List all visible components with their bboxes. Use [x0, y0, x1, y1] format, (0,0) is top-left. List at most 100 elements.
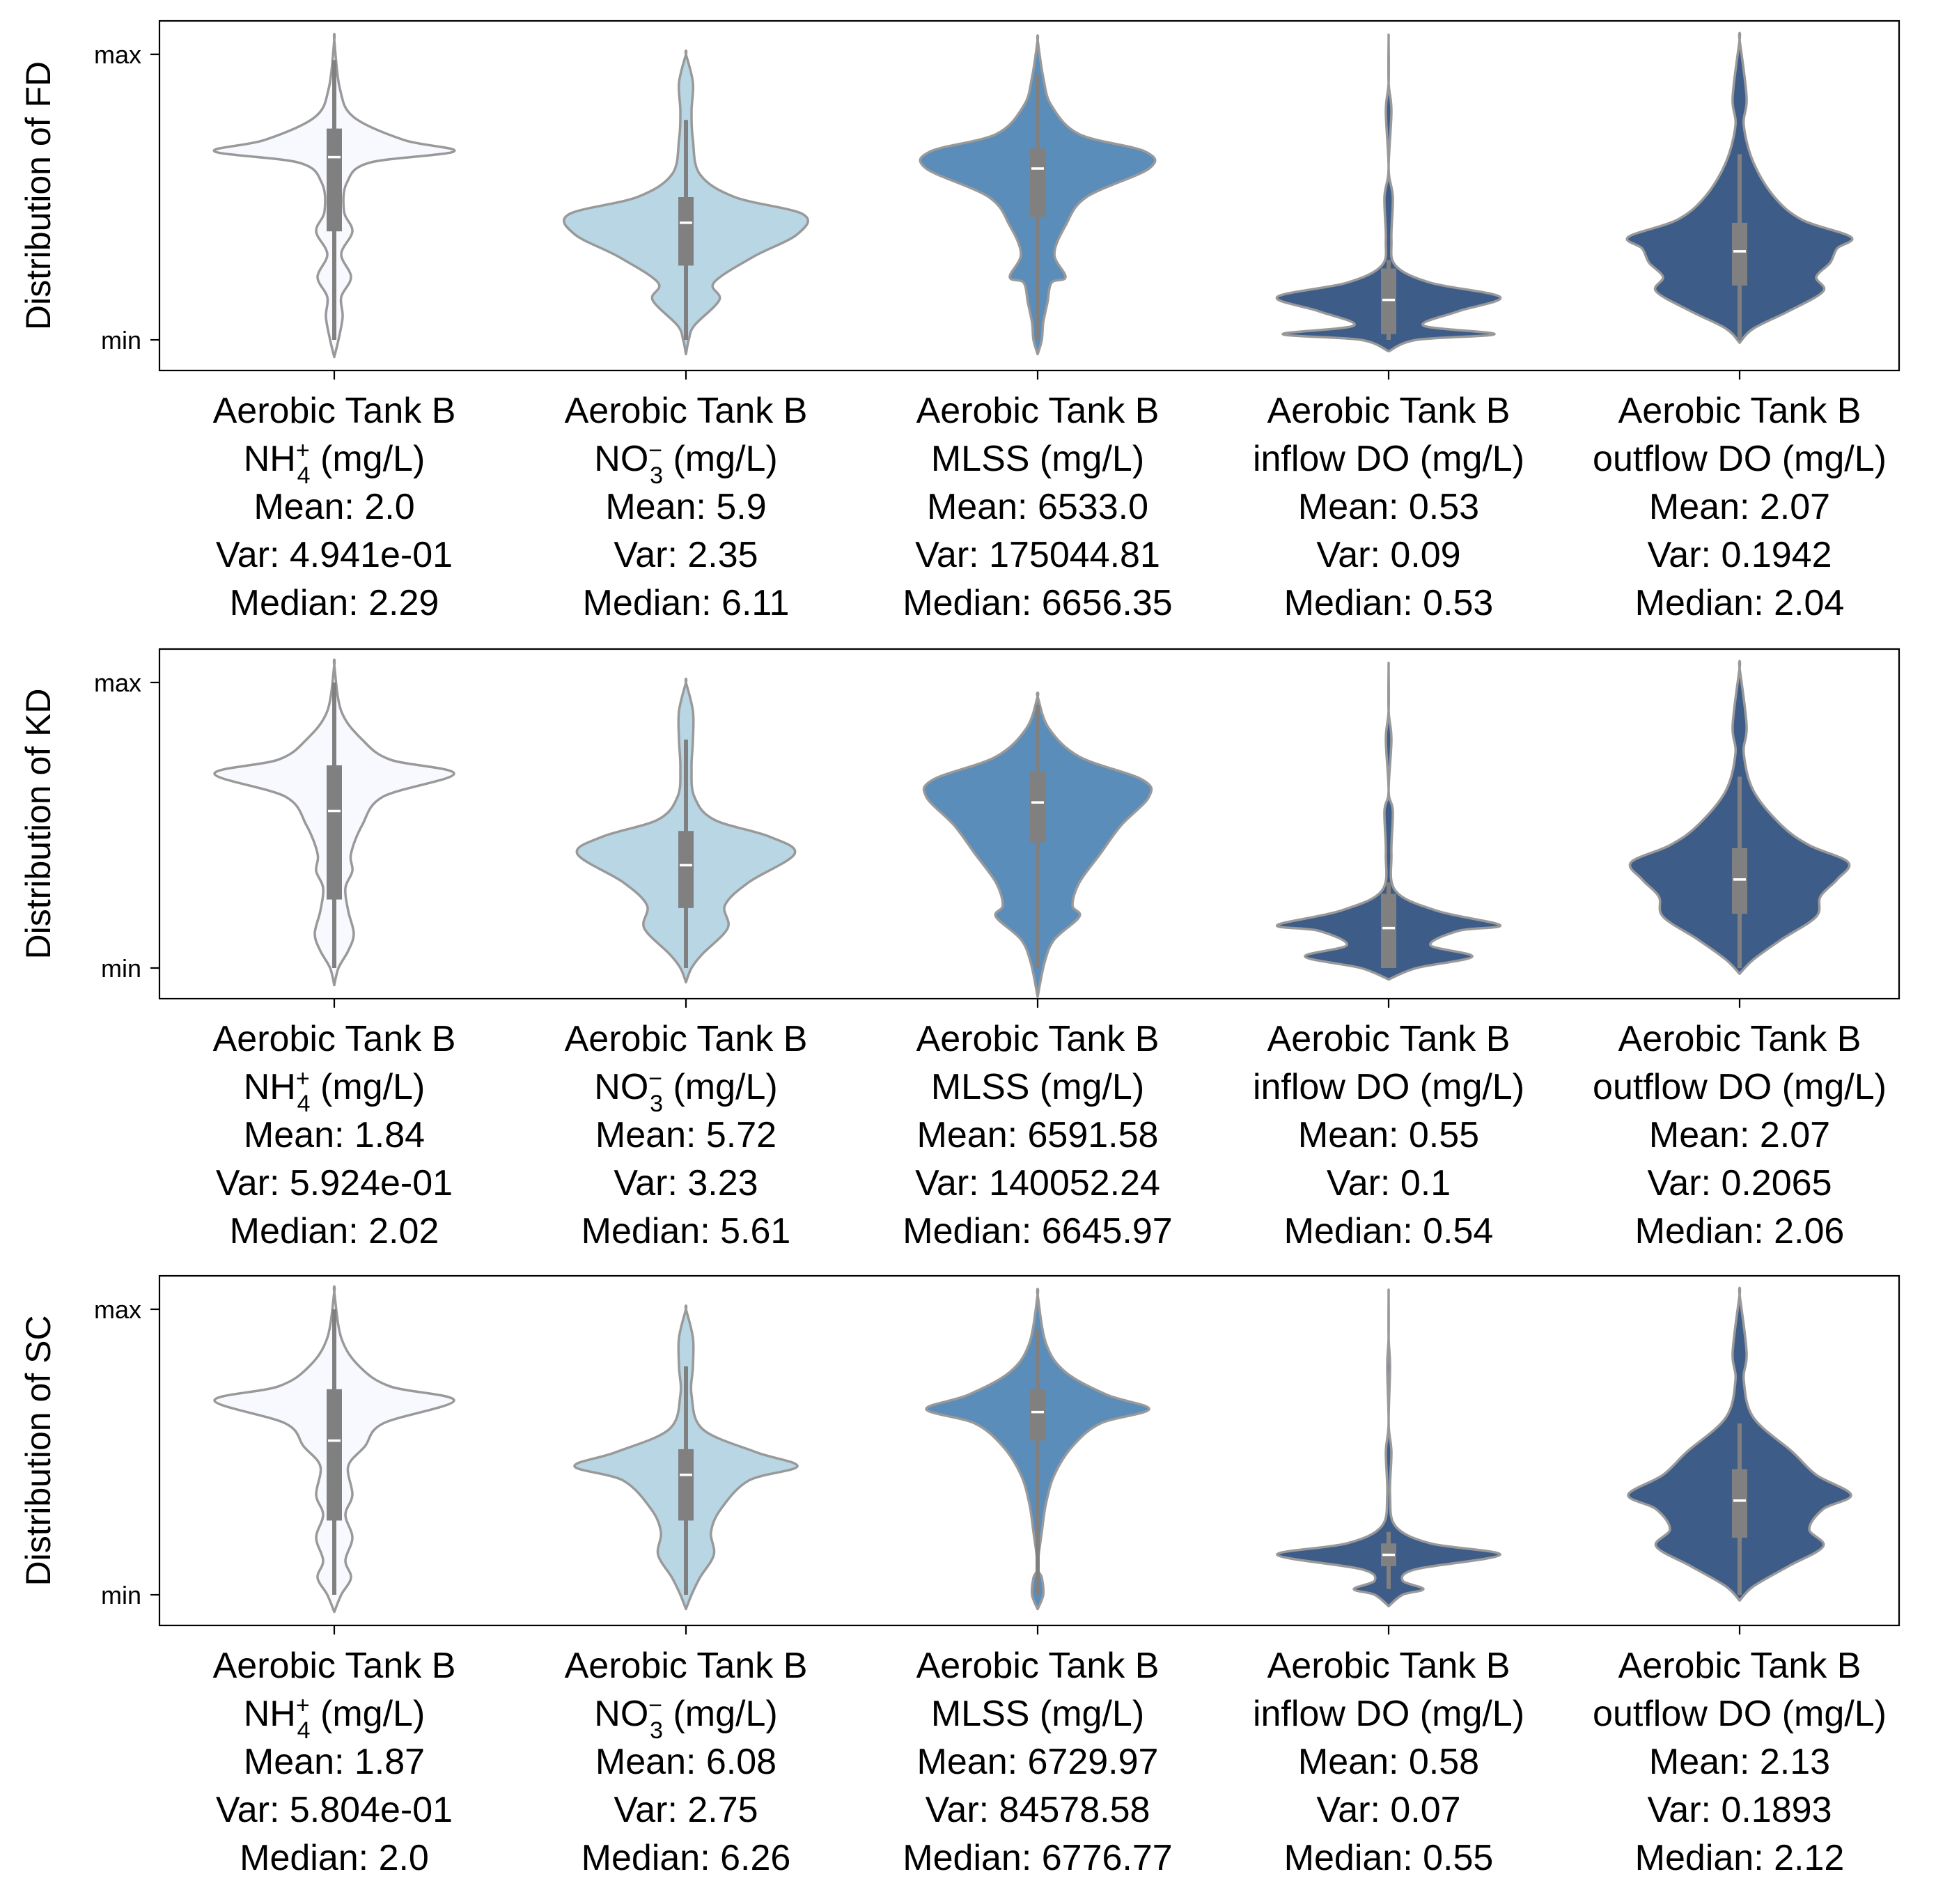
iqr-box	[1030, 1389, 1045, 1441]
iqr-box	[1381, 894, 1396, 968]
variance-text: Var: 0.1942	[1647, 535, 1832, 575]
mean-text: Mean: 0.55	[1298, 1115, 1479, 1155]
category-variable: MLSS (mg/L)	[931, 1694, 1144, 1734]
y-tick-label-min: min	[101, 1581, 141, 1609]
median-text: Median: 6645.97	[903, 1211, 1172, 1251]
y-axis-label: Distribution of SC	[19, 1315, 58, 1586]
violin-3: Aerobic Tank B MLSS (mg/L) Mean: 6533.0 Var…	[903, 34, 1173, 623]
category-title: Aerobic Tank B	[916, 1646, 1160, 1686]
category-label: Aerobic Tank B MLSS (mg/L) Mean: 6729.97 Va…	[903, 1646, 1172, 1878]
category-title: Aerobic Tank B	[213, 391, 456, 431]
category-label: Aerobic Tank B NH+ 4 (mg/L) Mean: 1.87 Var: …	[213, 1646, 456, 1878]
mean-text: Mean: 5.72	[595, 1115, 776, 1155]
variance-text: Var: 0.09	[1316, 535, 1460, 575]
median-text: Median: 6776.77	[903, 1838, 1172, 1878]
axes-frame	[158, 648, 1900, 1000]
violin-5: Aerobic Tank B outflow DO (mg/L) Mean: 2.0…	[1593, 660, 1887, 1251]
violin-3: Aerobic Tank B MLSS (mg/L) Mean: 6591.58 Va…	[903, 692, 1173, 1251]
median-text: Median: 2.02	[230, 1211, 439, 1251]
mean-text: Mean: 2.13	[1649, 1742, 1830, 1782]
violin-1: Aerobic Tank B NH+ 4 (mg/L) Mean: 1.87 Var: …	[213, 1285, 456, 1878]
median-text: Median: 2.0	[240, 1838, 429, 1878]
panel-3: max min Distribution of SC Aerobic Tank B NH…	[19, 1274, 1900, 1878]
violin-1: Aerobic Tank B NH+ 4 (mg/L) Mean: 1.84 Var: …	[213, 658, 455, 1251]
mean-text: Mean: 5.9	[605, 487, 766, 527]
variance-text: Var: 140052.24	[915, 1163, 1160, 1203]
y-tick-label-min: min	[101, 326, 141, 354]
y-tick-label-max: max	[94, 1295, 141, 1324]
panel-2: max min Distribution of KD Aerobic Tank B NH…	[19, 648, 1900, 1251]
mean-text: Mean: 1.87	[244, 1742, 425, 1782]
category-variable: MLSS (mg/L)	[931, 1067, 1144, 1107]
iqr-box	[327, 128, 342, 232]
category-variable: NO− 3 (mg/L)	[594, 437, 777, 489]
category-label: Aerobic Tank B MLSS (mg/L) Mean: 6591.58 Va…	[903, 1019, 1172, 1251]
category-label: Aerobic Tank B NH+ 4 (mg/L) Mean: 2.0 Var: 4…	[213, 391, 456, 623]
iqr-box	[678, 197, 694, 266]
iqr-box	[1732, 1469, 1747, 1538]
violin-body	[1276, 1288, 1501, 1608]
variance-text: Var: 3.23	[614, 1163, 758, 1203]
category-title: Aerobic Tank B	[1618, 391, 1861, 431]
mean-text: Mean: 2.0	[253, 487, 414, 527]
category-title: Aerobic Tank B	[916, 1019, 1160, 1059]
category-variable: inflow DO (mg/L)	[1253, 439, 1524, 479]
category-variable: NH+ 4 (mg/L)	[244, 1692, 426, 1744]
median-text: Median: 0.54	[1284, 1211, 1494, 1251]
category-title: Aerobic Tank B	[1618, 1646, 1861, 1686]
median-text: Median: 0.55	[1284, 1838, 1494, 1878]
median-text: Median: 6.11	[583, 583, 790, 623]
variance-text: Var: 0.07	[1316, 1790, 1460, 1830]
category-title: Aerobic Tank B	[1618, 1019, 1861, 1059]
category-variable: NO− 3 (mg/L)	[594, 1066, 777, 1117]
mean-text: Mean: 1.84	[244, 1115, 425, 1155]
violin-body	[1276, 662, 1501, 981]
iqr-box	[327, 1389, 342, 1521]
mean-text: Mean: 0.53	[1298, 487, 1479, 527]
variance-text: Var: 175044.81	[915, 535, 1160, 575]
iqr-box	[1732, 222, 1747, 286]
median-text: Median: 2.04	[1635, 583, 1845, 623]
category-title: Aerobic Tank B	[1267, 1019, 1510, 1059]
category-variable: inflow DO (mg/L)	[1253, 1694, 1524, 1734]
category-variable: outflow DO (mg/L)	[1593, 1067, 1887, 1107]
category-label: Aerobic Tank B inflow DO (mg/L) Mean: 0.58…	[1253, 1646, 1524, 1878]
variance-text: Var: 5.924e-01	[216, 1163, 453, 1203]
category-label: Aerobic Tank B MLSS (mg/L) Mean: 6533.0 Var…	[903, 391, 1172, 623]
category-title: Aerobic Tank B	[1267, 1646, 1510, 1686]
mean-text: Mean: 6729.97	[917, 1742, 1159, 1782]
violin-1: Aerobic Tank B NH+ 4 (mg/L) Mean: 2.0 Var: 4…	[212, 33, 456, 623]
violin-3: Aerobic Tank B MLSS (mg/L) Mean: 6729.97 Va…	[903, 1288, 1173, 1878]
violin-2: Aerobic Tank B NO− 3 (mg/L) Mean: 5.72 Var: …	[565, 678, 808, 1251]
category-label: Aerobic Tank B outflow DO (mg/L) Mean: 2.0…	[1593, 1019, 1887, 1251]
iqr-box	[678, 831, 694, 908]
category-title: Aerobic Tank B	[1267, 391, 1510, 431]
category-title: Aerobic Tank B	[565, 1646, 808, 1686]
category-title: Aerobic Tank B	[565, 1019, 808, 1059]
median-text: Median: 6656.35	[903, 583, 1172, 623]
y-axis-label: Distribution of FD	[19, 61, 58, 330]
iqr-box	[1030, 771, 1045, 843]
y-tick-label-max: max	[94, 669, 141, 697]
variance-text: Var: 4.941e-01	[216, 535, 453, 575]
violin-4: Aerobic Tank B inflow DO (mg/L) Mean: 0.53…	[1253, 33, 1524, 623]
category-label: Aerobic Tank B NO− 3 (mg/L) Mean: 5.72 Var: …	[565, 1019, 808, 1251]
violin-2: Aerobic Tank B NO− 3 (mg/L) Mean: 6.08 Var: …	[565, 1304, 808, 1878]
category-variable: NH+ 4 (mg/L)	[244, 1066, 426, 1117]
panel-1: max min Distribution of FD Aerobic Tank B NH…	[19, 19, 1900, 623]
category-variable: inflow DO (mg/L)	[1253, 1067, 1524, 1107]
median-text: Median: 2.29	[230, 583, 439, 623]
mean-text: Mean: 6.08	[595, 1742, 776, 1782]
iqr-box	[1732, 848, 1747, 914]
iqr-box	[1030, 148, 1045, 217]
mean-text: Mean: 0.58	[1298, 1742, 1479, 1782]
variance-text: Var: 0.1893	[1647, 1790, 1832, 1830]
violin-2: Aerobic Tank B NO− 3 (mg/L) Mean: 5.9 Var: 2…	[563, 49, 809, 623]
variance-text: Var: 2.75	[614, 1790, 758, 1830]
median-text: Median: 0.53	[1284, 583, 1494, 623]
axes-frame	[158, 19, 1900, 372]
iqr-box	[327, 765, 342, 900]
median-text: Median: 2.06	[1635, 1211, 1845, 1251]
category-variable: NO− 3 (mg/L)	[594, 1692, 777, 1744]
